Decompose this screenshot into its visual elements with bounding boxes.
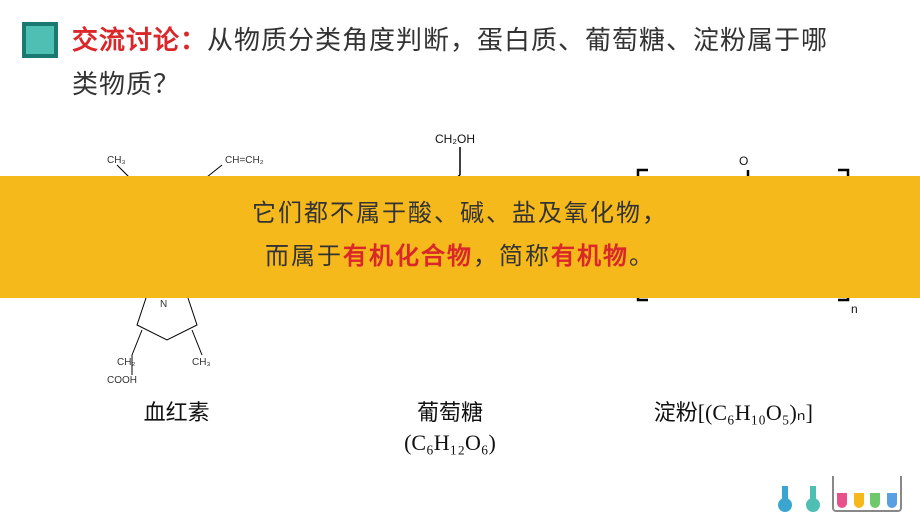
starch-label: 淀粉[(C₆H₁₀O₅)ₙ] bbox=[603, 398, 863, 457]
banner-line2: 而属于有机化合物，简称有机物。 bbox=[0, 235, 920, 278]
svg-text:CH₃: CH₃ bbox=[192, 357, 211, 368]
flask-icon bbox=[804, 486, 822, 512]
test-tube-rack-icon bbox=[832, 476, 902, 512]
svg-text:N: N bbox=[160, 299, 167, 310]
bullet-icon bbox=[22, 22, 58, 58]
svg-text:CH=CH₂: CH=CH₂ bbox=[225, 155, 264, 166]
answer-banner: 它们都不属于酸、碱、盐及氧化物， 而属于有机化合物，简称有机物。 bbox=[0, 176, 920, 298]
banner-line1: 它们都不属于酸、碱、盐及氧化物， bbox=[0, 192, 920, 235]
footer-decoration bbox=[776, 476, 902, 512]
flask-icon bbox=[776, 486, 794, 512]
heme-label: 血红素 bbox=[57, 398, 297, 457]
svg-text:CH₃: CH₃ bbox=[107, 155, 126, 166]
discussion-header: 交流讨论：从物质分类角度判断，蛋白质、葡萄糖、淀粉属于哪 类物质？ bbox=[0, 0, 920, 106]
svg-text:COOH: COOH bbox=[107, 375, 137, 385]
molecule-labels: 血红素 葡萄糖 (C₆H₁₂O₆) 淀粉[(C₆H₁₀O₅)ₙ] bbox=[0, 398, 920, 457]
header-line2: 类物质？ bbox=[72, 69, 180, 99]
svg-text:CH₂: CH₂ bbox=[117, 357, 135, 368]
svg-text:n: n bbox=[851, 302, 858, 316]
svg-text:CH₂OH: CH₂OH bbox=[435, 132, 475, 146]
glucose-label: 葡萄糖 (C₆H₁₂O₆) bbox=[330, 398, 570, 457]
header-text: 交流讨论：从物质分类角度判断，蛋白质、葡萄糖、淀粉属于哪 类物质？ bbox=[72, 18, 828, 106]
svg-text:O: O bbox=[739, 154, 748, 168]
header-line1: 从物质分类角度判断，蛋白质、葡萄糖、淀粉属于哪 bbox=[207, 25, 828, 55]
header-highlight: 交流讨论： bbox=[72, 25, 207, 55]
